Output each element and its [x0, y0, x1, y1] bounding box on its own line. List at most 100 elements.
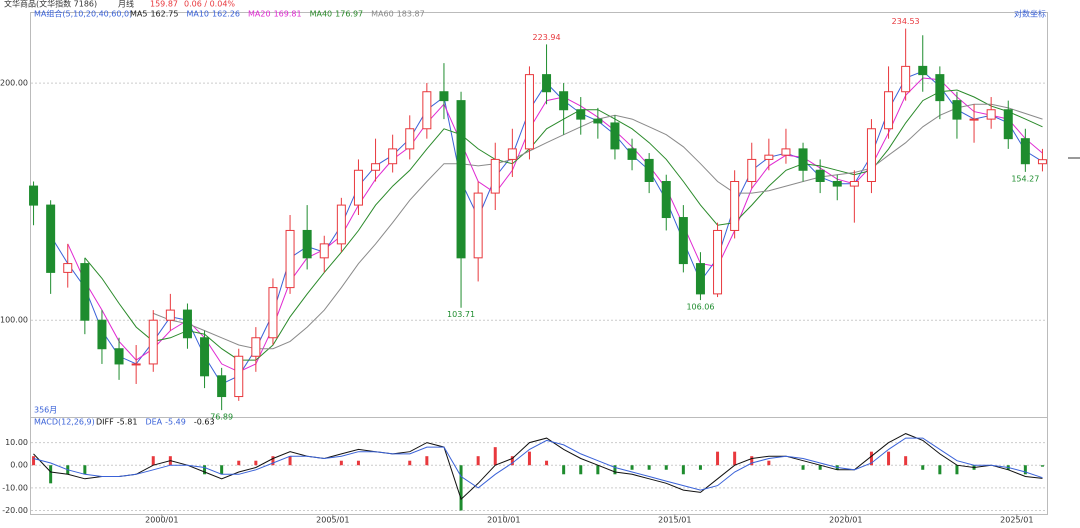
candle-body: [29, 185, 39, 206]
candle-body: [1037, 159, 1047, 165]
log-label[interactable]: 对数坐标: [1014, 9, 1046, 19]
macd-bar: [921, 465, 925, 470]
extreme-label: 223.94: [533, 33, 561, 42]
ma-group[interactable]: MA组合(5,10,20,40,60,0): [34, 9, 132, 19]
x-tick-label: 2000/01: [145, 516, 178, 525]
legend-value: -5.81: [117, 418, 138, 427]
legend-name: DIFF: [96, 418, 114, 427]
y-tick-label: -10.00: [2, 483, 28, 492]
candle-body: [388, 148, 398, 165]
macd-bar: [425, 456, 429, 466]
extreme-label: 154.27: [1011, 174, 1039, 183]
bar-count: 356月: [34, 406, 57, 415]
candle-body: [234, 355, 244, 398]
macd-bar: [254, 460, 258, 466]
candle-body: [353, 169, 363, 206]
candle-body: [969, 118, 979, 121]
macd-bar: [32, 456, 36, 466]
macd-bar: [630, 465, 634, 470]
candle-body: [849, 180, 859, 187]
candle-body: [422, 91, 432, 130]
y-tick-label: -20.00: [2, 506, 28, 515]
candle-body: [371, 163, 381, 171]
candle-body: [405, 128, 415, 150]
candle-body: [695, 263, 705, 295]
macd-bar: [476, 456, 480, 466]
candle-body: [678, 217, 688, 265]
candle-body: [63, 263, 73, 273]
candle-body: [884, 91, 894, 130]
candle-body: [456, 100, 466, 259]
candle-body: [131, 363, 141, 366]
macd-bar: [716, 451, 720, 466]
macd-bar: [83, 465, 87, 475]
macd-bar: [938, 465, 942, 475]
candle-body: [1003, 109, 1013, 140]
candle-body: [627, 148, 637, 160]
candle-body: [336, 204, 346, 245]
candle-body: [524, 74, 534, 150]
macd-bar: [887, 451, 891, 466]
candle-body: [114, 348, 124, 365]
candle-body: [952, 100, 962, 120]
symbol: 文华商品(文华指数 7186): [4, 0, 97, 9]
candle-body: [866, 128, 876, 182]
candle-body: [302, 229, 312, 259]
macd-bar: [767, 460, 771, 466]
candle-body: [559, 91, 569, 111]
legend-name: DEA: [145, 418, 162, 427]
candle-body: [439, 91, 449, 102]
macd-bar: [203, 465, 207, 475]
candle-body: [285, 229, 295, 289]
macd-bar: [527, 451, 531, 466]
line: [33, 433, 1043, 501]
legend-value: 162.75: [150, 10, 178, 19]
macd-bar: [562, 465, 566, 475]
y-tick-label: 100.00: [0, 316, 28, 325]
macd-bar: [545, 460, 549, 466]
y-tick-label: 0.00: [10, 461, 28, 470]
macd-bar: [151, 456, 155, 466]
candle-body: [490, 158, 500, 194]
macd-bar: [904, 456, 908, 466]
macd-bar: [1023, 465, 1027, 475]
macd-bar: [801, 465, 805, 470]
candle-body: [798, 148, 808, 171]
macd-bar: [356, 460, 360, 466]
legend-value: -0.63: [194, 418, 215, 427]
macd-bar: [49, 465, 53, 484]
legend-value: 162.26: [212, 10, 240, 19]
extreme-label: 234.53: [892, 17, 920, 26]
legend-value: -5.49: [165, 418, 186, 427]
legend-name: MA5: [130, 10, 147, 19]
candle-body: [165, 309, 175, 321]
candle-body: [268, 287, 278, 339]
candle-body: [832, 180, 842, 187]
candle-body: [935, 74, 945, 102]
macd-bar: [698, 465, 702, 470]
candle-body: [217, 375, 227, 398]
macd-bar: [288, 456, 292, 466]
candle-body: [815, 169, 825, 182]
line: [33, 437, 1043, 491]
candle-body: [200, 337, 210, 377]
macd-bar: [613, 465, 617, 475]
x-tick-label: 2020/01: [829, 516, 862, 525]
candle-body: [319, 243, 329, 259]
x-tick-label: 2015/01: [658, 516, 691, 525]
macd-bar: [869, 451, 873, 466]
macd-bar: [681, 465, 685, 475]
macd-bar: [818, 465, 822, 470]
candle-body: [576, 109, 586, 120]
candle-body: [182, 309, 192, 339]
legend-name: MA40: [310, 10, 333, 19]
macd-panel: [30, 417, 1048, 515]
candle-body: [610, 122, 620, 150]
y-tick-label: 10.00: [5, 438, 28, 447]
candle-body: [918, 65, 928, 76]
macd-bar: [596, 465, 600, 475]
macd-bar: [1040, 465, 1044, 467]
